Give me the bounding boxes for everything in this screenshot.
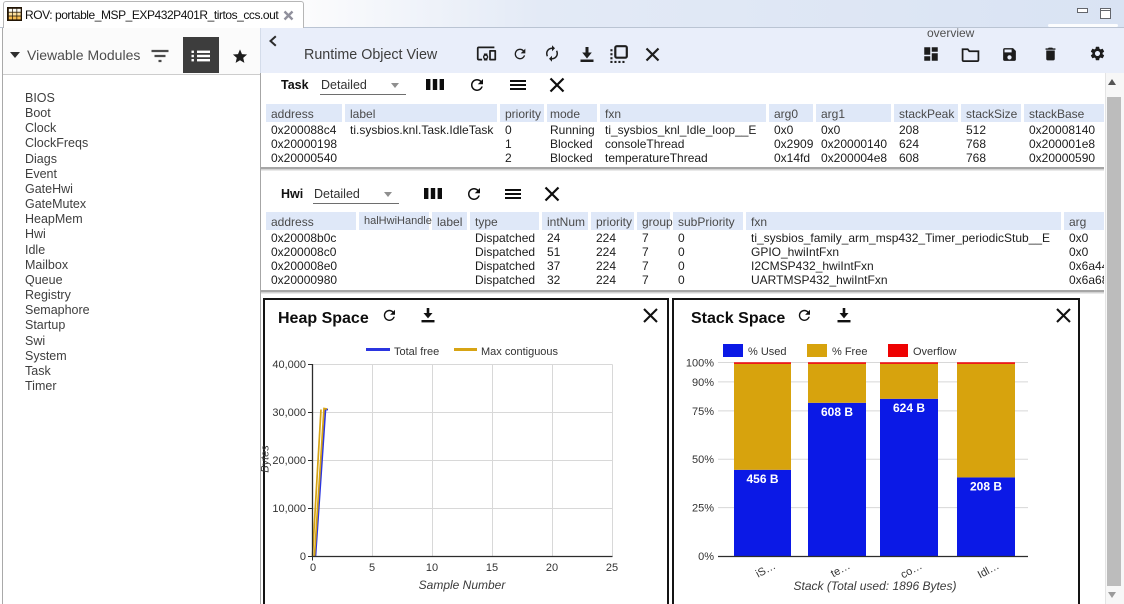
svg-text:30,000: 30,000 xyxy=(272,407,306,419)
svg-text:Stack (Total used: 1896 Bytes): Stack (Total used: 1896 Bytes) xyxy=(794,579,957,593)
svg-text:5: 5 xyxy=(369,562,375,574)
svg-text:Heap Space: Heap Space xyxy=(278,310,369,327)
svg-text:50%: 50% xyxy=(692,454,714,466)
svg-text:0: 0 xyxy=(310,562,316,574)
svg-text:208 B: 208 B xyxy=(970,479,1002,493)
svg-text:624 B: 624 B xyxy=(893,401,925,415)
svg-text:0: 0 xyxy=(300,551,306,563)
svg-text:20,000: 20,000 xyxy=(272,455,306,467)
svg-text:20: 20 xyxy=(546,562,558,574)
svg-text:% Free: % Free xyxy=(832,346,867,358)
svg-text:Idl…: Idl… xyxy=(976,560,1002,581)
svg-text:Sample Number: Sample Number xyxy=(419,578,507,592)
svg-text:Overflow: Overflow xyxy=(913,346,956,358)
svg-text:608 B: 608 B xyxy=(821,405,853,419)
svg-text:0%: 0% xyxy=(698,551,714,563)
svg-text:90%: 90% xyxy=(692,377,714,389)
svg-text:te…: te… xyxy=(829,560,852,580)
svg-text:10: 10 xyxy=(426,562,438,574)
svg-text:15: 15 xyxy=(486,562,498,574)
svg-text:25%: 25% xyxy=(692,503,714,515)
svg-text:100%: 100% xyxy=(686,358,714,370)
svg-text:25: 25 xyxy=(606,562,618,574)
svg-text:10,000: 10,000 xyxy=(272,503,306,515)
svg-text:40,000: 40,000 xyxy=(272,359,306,371)
svg-text:% Used: % Used xyxy=(748,346,787,358)
svg-text:Bytes: Bytes xyxy=(260,445,272,473)
svg-text:Total free: Total free xyxy=(394,346,439,358)
svg-text:456 B: 456 B xyxy=(746,472,778,486)
svg-text:75%: 75% xyxy=(692,406,714,418)
svg-text:Max contiguous: Max contiguous xyxy=(481,346,559,358)
svg-text:Stack Space: Stack Space xyxy=(691,310,785,327)
svg-text:iS…: iS… xyxy=(754,560,778,580)
